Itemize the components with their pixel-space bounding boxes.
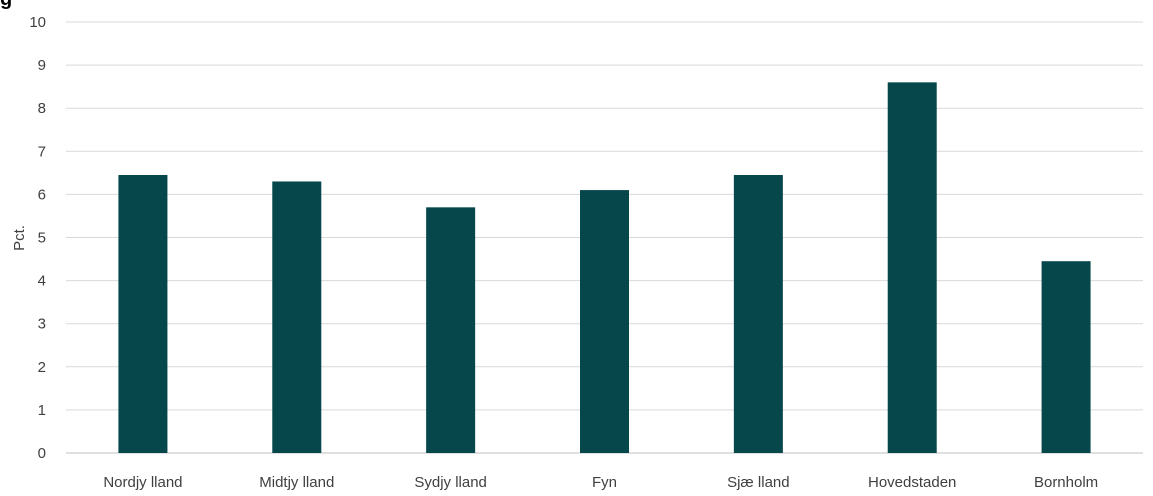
y-tick-label: 4 <box>38 273 46 290</box>
y-axis-label: Pct. <box>11 225 28 251</box>
x-tick-label: Fyn <box>592 474 617 491</box>
y-tick-label: 0 <box>38 445 46 462</box>
x-tick-label: Midtjy lland <box>259 474 334 491</box>
bar-nordjylland <box>118 175 168 453</box>
bars <box>118 82 1091 453</box>
y-tick-label: 6 <box>38 186 46 203</box>
y-tick-label: 9 <box>38 57 46 74</box>
y-tick-labels: 0 1 2 3 4 5 6 7 8 9 10 <box>29 14 46 462</box>
bar-midtjylland <box>272 181 322 453</box>
x-tick-label: Bornholm <box>1034 474 1098 491</box>
bar-sjælland <box>733 175 783 453</box>
y-tick-label: 7 <box>38 143 46 160</box>
x-tick-label: Sydjy lland <box>414 474 487 491</box>
x-tick-label: Sjæ lland <box>727 474 790 491</box>
y-tick-label: 2 <box>38 359 46 376</box>
y-tick-label: 1 <box>38 402 46 419</box>
chart-title: g <box>0 0 12 11</box>
y-tick-label: 5 <box>38 230 46 247</box>
y-tick-label: 3 <box>38 316 46 333</box>
x-tick-labels: Nordjy lland Midtjy lland Sydjy lland Fyn Sj… <box>103 474 1098 491</box>
y-tick-label: 8 <box>38 100 46 117</box>
bar-bornholm <box>1041 261 1091 453</box>
x-tick-label: Hovedstaden <box>868 474 956 491</box>
bar-hovedstaden <box>887 82 937 453</box>
bar-sydjylland <box>426 207 476 453</box>
x-tick-label: Nordjy lland <box>103 474 182 491</box>
y-tick-label: 10 <box>29 14 46 31</box>
bar-fyn <box>580 190 629 453</box>
